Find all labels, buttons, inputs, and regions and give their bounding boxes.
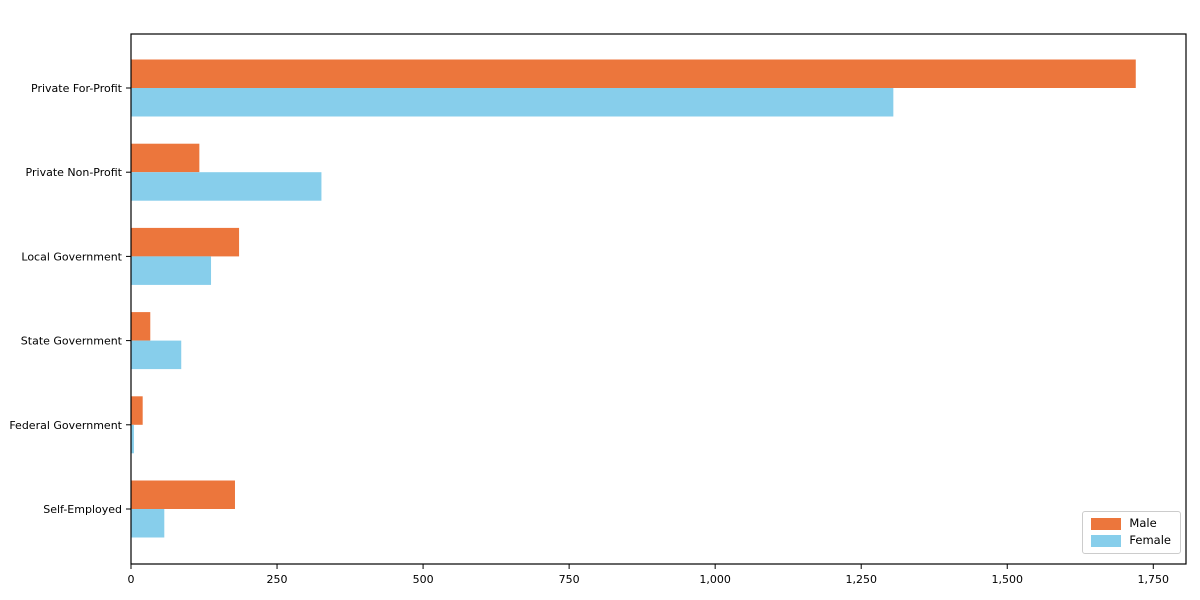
bar-male-private-for-profit (131, 59, 1136, 88)
y-tick-label-self-employed: Self-Employed (43, 503, 122, 516)
x-tick-label-1500: 1,500 (991, 573, 1023, 586)
x-tick-label-250: 250 (267, 573, 288, 586)
x-tick-label-0: 0 (128, 573, 135, 586)
bar-male-self-employed (131, 480, 235, 509)
legend-label-female: Female (1129, 533, 1171, 548)
y-tick-label-federal-government: Federal Government (9, 419, 122, 432)
x-tick-label-1000: 1,000 (699, 573, 731, 586)
y-tick-label-state-government: State Government (21, 335, 123, 348)
male-color-swatch (1091, 518, 1122, 530)
y-tick-label-private-non-profit: Private Non-Profit (26, 166, 123, 179)
bar-male-state-government (131, 312, 151, 341)
y-tick-label-private-for-profit: Private For-Profit (31, 82, 123, 95)
bar-female-private-for-profit (131, 88, 894, 117)
bar-male-local-government (131, 227, 240, 257)
legend-label-male: Male (1129, 516, 1157, 531)
female-color-swatch (1091, 535, 1122, 547)
bar-male-private-non-profit (131, 143, 200, 173)
bar-female-federal-government (131, 424, 134, 454)
x-tick-label-500: 500 (413, 573, 434, 586)
legend-item-male: Male (1091, 518, 1171, 530)
legend-item-female: Female (1091, 535, 1171, 547)
bar-female-local-government (131, 256, 212, 285)
bar-female-self-employed (131, 509, 165, 538)
plot-frame (130, 33, 1187, 565)
legend: Male Female (1082, 511, 1181, 554)
bar-female-state-government (131, 340, 182, 370)
x-tick-label-750: 750 (559, 573, 580, 586)
bar-female-private-non-profit (131, 172, 322, 201)
bar-male-federal-government (131, 396, 143, 425)
x-tick-label-1750: 1,750 (1138, 573, 1170, 586)
y-tick-label-local-government: Local Government (21, 250, 122, 263)
x-tick-label-1250: 1,250 (845, 573, 877, 586)
